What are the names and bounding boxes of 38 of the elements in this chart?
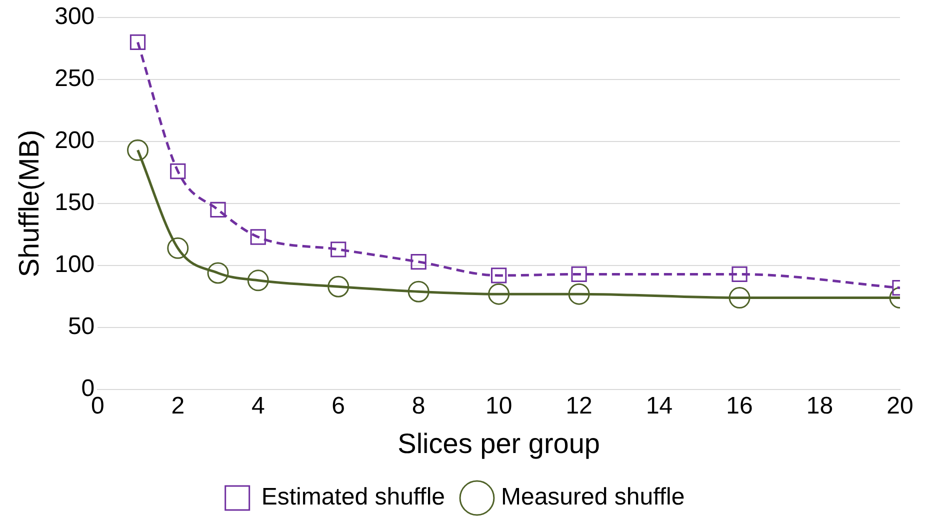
x-tick-label: 16 [726, 392, 753, 420]
point [247, 270, 269, 292]
point [410, 254, 426, 270]
x-tick-label: 4 [251, 392, 265, 420]
point [568, 283, 590, 305]
point [491, 268, 507, 284]
point [488, 283, 510, 305]
y-tick-label: 50 [68, 313, 95, 340]
point [732, 266, 748, 282]
point [328, 276, 350, 298]
point [210, 202, 226, 218]
y-tick-label: 300 [54, 3, 95, 30]
point [250, 229, 266, 245]
point [130, 34, 146, 50]
x-tick-label: 10 [485, 392, 512, 420]
point [330, 242, 346, 258]
x-tick-label: 14 [646, 392, 673, 420]
x-tick-label: 20 [886, 392, 914, 420]
x-tick-label: 2 [171, 392, 185, 420]
legend-label: Estimated shuffle [261, 484, 445, 511]
x-tick-label: 8 [412, 392, 426, 420]
point [207, 262, 229, 284]
x-tick-label: 18 [806, 392, 834, 420]
point [127, 139, 149, 161]
point [728, 287, 750, 309]
y-axis-title: Shuffle(MB) [14, 130, 45, 278]
x-tick-label: 6 [332, 392, 346, 420]
y-tick-label: 250 [54, 65, 95, 92]
y-tick-label: 200 [54, 127, 95, 154]
point [170, 163, 186, 180]
point [408, 280, 430, 302]
point [571, 266, 587, 282]
legend-label: Measured shuffle [500, 484, 685, 511]
point [167, 237, 189, 259]
x-tick-label: 12 [566, 392, 592, 420]
x-axis-title: Slices per group [398, 428, 600, 459]
y-tick-label: 100 [54, 251, 95, 278]
y-tick-label: 150 [54, 189, 95, 216]
